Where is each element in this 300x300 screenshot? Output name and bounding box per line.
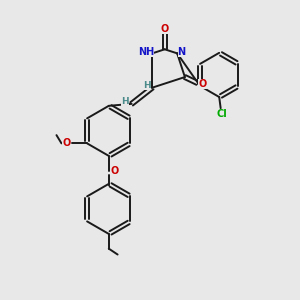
Text: Cl: Cl xyxy=(217,109,227,119)
Text: N: N xyxy=(178,46,186,57)
Text: O: O xyxy=(160,24,168,34)
Text: H: H xyxy=(122,97,129,106)
Text: O: O xyxy=(62,138,70,148)
Text: NH: NH xyxy=(138,46,154,57)
Text: H: H xyxy=(143,81,151,90)
Text: O: O xyxy=(198,79,207,88)
Text: O: O xyxy=(110,166,119,176)
